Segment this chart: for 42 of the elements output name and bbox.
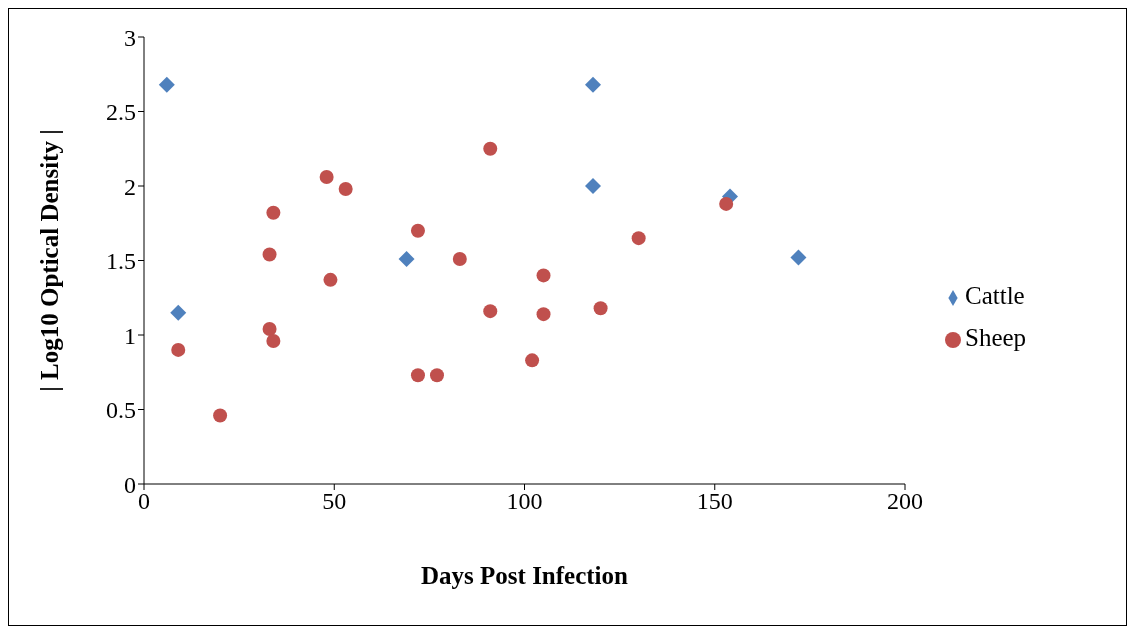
point xyxy=(213,408,228,423)
point xyxy=(158,76,175,93)
point xyxy=(584,76,601,93)
point xyxy=(483,304,498,319)
point xyxy=(483,141,498,156)
point xyxy=(319,170,334,185)
point xyxy=(536,307,551,322)
y-tick-label: 2.5 xyxy=(106,99,136,126)
point xyxy=(262,247,277,262)
x-axis-title: Days Post Infection xyxy=(421,562,629,589)
x-tick-label: 100 xyxy=(506,488,543,515)
point xyxy=(536,268,551,283)
y-tick-label: 1 xyxy=(124,322,136,349)
point xyxy=(262,322,277,337)
x-tick-label: 150 xyxy=(696,488,733,515)
point xyxy=(338,181,353,196)
point xyxy=(584,178,601,194)
point xyxy=(266,333,281,348)
y-tick-label: 3 xyxy=(124,24,136,51)
point xyxy=(266,205,281,220)
point xyxy=(631,231,646,246)
x-tick-label: 200 xyxy=(887,488,923,515)
y-tick-label: 2 xyxy=(124,173,136,200)
point xyxy=(429,368,444,383)
point xyxy=(790,249,807,266)
point xyxy=(171,342,186,357)
point xyxy=(593,301,608,316)
point xyxy=(410,368,425,383)
y-tick-label: 0 xyxy=(124,471,136,498)
x-tick-label: 50 xyxy=(322,488,347,515)
point xyxy=(525,353,540,368)
y-tick-label: 1.5 xyxy=(106,248,136,275)
y-tick-label: 0.5 xyxy=(106,397,136,424)
point xyxy=(170,304,187,321)
point xyxy=(719,196,734,211)
point xyxy=(323,272,338,287)
legend-label: Cattle xyxy=(965,281,1025,309)
point xyxy=(398,251,415,268)
point xyxy=(410,223,425,238)
legend-label: Sheep xyxy=(965,323,1027,351)
point xyxy=(452,252,467,267)
y-axis-title: | Log10 Optical Density | xyxy=(35,129,63,392)
